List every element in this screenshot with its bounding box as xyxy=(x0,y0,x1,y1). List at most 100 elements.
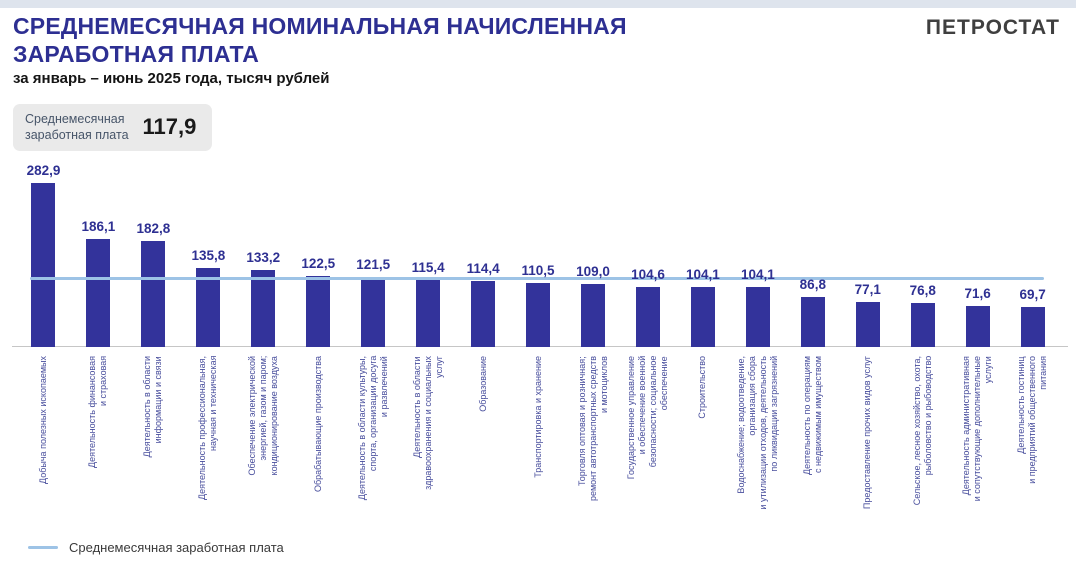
plot-columns: 282,9 186,1 182,8 135,8 133,2 122,5 121,5 115,4… xyxy=(16,162,1060,347)
category-cell: Добыча полезных ископаемых xyxy=(16,350,71,556)
bar-value-label: 104,1 xyxy=(686,267,720,282)
bar-column: 69,7 xyxy=(1005,162,1060,347)
bar xyxy=(965,306,990,347)
average-wage-box-label: Среднемесячная заработная плата xyxy=(25,112,129,143)
category-label: Образование xyxy=(477,356,488,412)
bar-column: 104,1 xyxy=(675,162,730,347)
category-label: Транспортировка и хранение xyxy=(532,356,543,478)
bar-value-label: 133,2 xyxy=(246,250,281,265)
bar-column: 109,0 xyxy=(566,162,621,347)
page-title: СРЕДНЕМЕСЯЧНАЯ НОМИНАЛЬНАЯ НАЧИСЛЕННАЯ З… xyxy=(13,13,627,67)
bar-column: 133,2 xyxy=(236,162,291,347)
bar-value-label: 115,4 xyxy=(411,260,445,275)
category-cell: Деятельность в области информации и связ… xyxy=(126,350,181,556)
bar-column: 114,4 xyxy=(456,162,511,347)
bar-value-label: 186,1 xyxy=(81,219,116,234)
bar xyxy=(526,283,551,347)
category-label: Деятельность гостиниц и предприятий обще… xyxy=(1016,356,1049,484)
category-label: Обрабатывающие производства xyxy=(312,356,323,492)
bar-column: 71,6 xyxy=(950,162,1005,347)
category-label: Добыча полезных ископаемых xyxy=(37,356,48,484)
legend-line-swatch xyxy=(28,546,58,549)
bar-column: 104,1 xyxy=(730,162,785,347)
bar xyxy=(251,270,276,347)
category-label: Деятельность в области культуры, спорта,… xyxy=(356,356,389,501)
bar xyxy=(306,276,331,347)
bar-chart: 282,9 186,1 182,8 135,8 133,2 122,5 121,5 115,4… xyxy=(12,162,1068,347)
bar-value-label: 282,9 xyxy=(26,163,61,178)
category-cell: Государственное управление и обеспечение… xyxy=(620,350,675,556)
category-cell: Торговля оптовая и розничная; ремонт авт… xyxy=(566,350,621,556)
bar xyxy=(31,183,56,347)
category-label: Сельское, лесное хозяйство, охота, рыбол… xyxy=(911,356,933,506)
bar-value-label: 76,8 xyxy=(909,283,936,298)
bar xyxy=(416,280,441,347)
category-cell: Образование xyxy=(456,350,511,556)
average-line xyxy=(30,277,1044,280)
bar xyxy=(361,277,386,347)
category-label: Деятельность финансовая и страховая xyxy=(87,356,109,468)
legend-label: Среднемесячная заработная плата xyxy=(69,540,284,555)
bar-column: 182,8 xyxy=(126,162,181,347)
bar xyxy=(196,268,221,347)
chart-legend: Среднемесячная заработная плата xyxy=(28,540,284,555)
average-wage-box-value: 117,9 xyxy=(142,114,197,140)
bar xyxy=(581,284,605,347)
category-label: Обеспечение электрической энергией, газо… xyxy=(246,356,279,476)
category-cell: Деятельность профессиональная, научная и… xyxy=(181,350,236,556)
top-accent-band xyxy=(0,0,1076,8)
bar-column: 86,8 xyxy=(785,162,840,347)
bar-column: 122,5 xyxy=(291,162,346,347)
bar-column: 186,1 xyxy=(71,162,126,347)
category-cell: Деятельность по операциям с недвижимым и… xyxy=(785,350,840,556)
category-cell: Обрабатывающие производства xyxy=(291,350,346,556)
bar-value-label: 86,8 xyxy=(799,277,826,292)
bar-value-label: 121,5 xyxy=(356,257,391,272)
category-label: Деятельность в области информации и связ… xyxy=(142,356,164,458)
bar xyxy=(745,287,770,347)
bar-value-label: 71,6 xyxy=(964,286,991,301)
bar-column: 110,5 xyxy=(511,162,566,347)
bar xyxy=(855,302,880,347)
category-label: Водоснабжение; водоотведение, организаци… xyxy=(735,356,779,510)
bar xyxy=(1020,307,1045,347)
category-cell: Деятельность гостиниц и предприятий обще… xyxy=(1005,350,1060,556)
bar-column: 76,8 xyxy=(895,162,950,347)
bar xyxy=(635,287,660,347)
category-cell: Водоснабжение; водоотведение, организаци… xyxy=(730,350,785,556)
bar-column: 135,8 xyxy=(181,162,236,347)
category-cell: Деятельность финансовая и страховая xyxy=(71,350,126,556)
bar-value-label: 114,4 xyxy=(466,261,500,276)
bar-value-label: 135,8 xyxy=(191,248,226,263)
petrostat-logo: ПЕТРОСТАТ xyxy=(925,16,1060,39)
category-cell: Сельское, лесное хозяйство, охота, рыбол… xyxy=(895,350,950,556)
bar-value-label: 182,8 xyxy=(136,221,171,236)
bar xyxy=(690,287,715,347)
category-cell: Предоставление прочих видов услуг xyxy=(840,350,895,556)
category-cell: Деятельность в области здравоохранения и… xyxy=(401,350,456,556)
category-cell: Строительство xyxy=(675,350,730,556)
bar xyxy=(471,281,496,347)
bar-column: 77,1 xyxy=(840,162,895,347)
category-label: Торговля оптовая и розничная; ремонт авт… xyxy=(576,356,609,502)
bar-column: 282,9 xyxy=(16,162,71,347)
category-label: Предоставление прочих видов услуг xyxy=(862,356,873,510)
bar-value-label: 77,1 xyxy=(854,282,881,297)
category-label: Деятельность административная и сопутств… xyxy=(961,356,994,502)
category-cell: Обеспечение электрической энергией, газо… xyxy=(236,350,291,556)
category-cell: Транспортировка и хранение xyxy=(511,350,566,556)
category-label: Строительство xyxy=(697,356,708,419)
bar-column: 115,4 xyxy=(401,162,456,347)
category-cell: Деятельность в области культуры, спорта,… xyxy=(346,350,401,556)
bar-column: 121,5 xyxy=(346,162,401,347)
x-labels: Добыча полезных ископаемых Деятельность ф… xyxy=(16,350,1060,556)
bar-value-label: 69,7 xyxy=(1019,287,1046,302)
bar-column: 104,6 xyxy=(620,162,675,347)
category-label: Деятельность профессиональная, научная и… xyxy=(197,356,219,501)
bar xyxy=(86,239,111,347)
category-label: Государственное управление и обеспечение… xyxy=(625,356,669,480)
bar-value-label: 122,5 xyxy=(301,256,336,271)
page-subtitle: за январь – июнь 2025 года, тысяч рублей xyxy=(13,70,330,87)
bar xyxy=(910,303,935,347)
bar xyxy=(800,297,825,347)
